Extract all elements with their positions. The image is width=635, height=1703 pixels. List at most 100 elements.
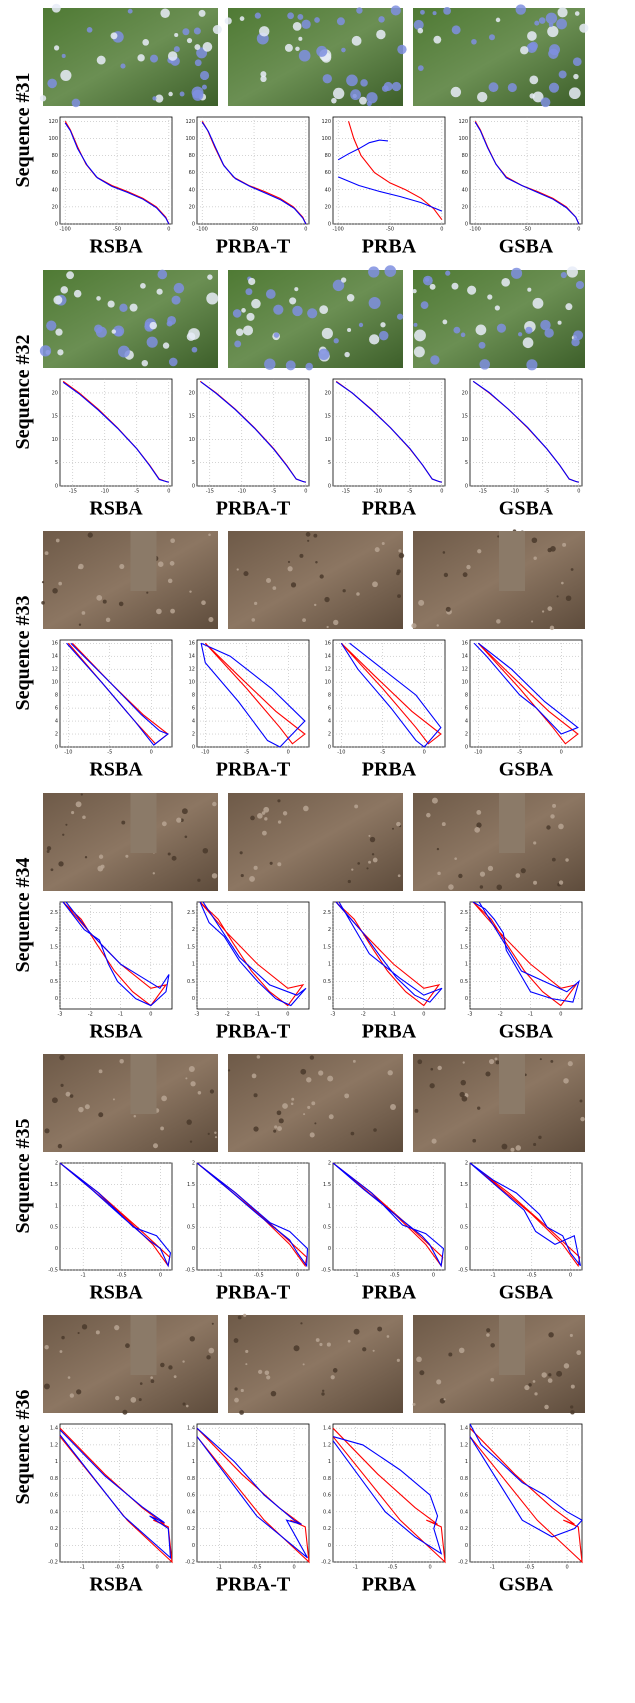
photo-detail — [179, 91, 185, 97]
photo-detail — [411, 623, 417, 629]
photo-detail — [212, 25, 222, 35]
y-tick-label: 120 — [458, 119, 468, 125]
x-tick-label: 0 — [560, 750, 563, 756]
y-tick-label: 20 — [462, 204, 468, 210]
photo-detail — [193, 27, 201, 35]
y-tick-label: 16 — [462, 641, 468, 647]
y-tick-label: 2 — [465, 927, 468, 933]
photo — [228, 8, 403, 106]
y-tick-label: 14 — [462, 654, 468, 660]
method-label: GSBA — [499, 1282, 554, 1304]
photo-detail — [209, 1089, 215, 1094]
photo-detail — [59, 1350, 63, 1353]
photo — [228, 531, 403, 629]
photo-detail — [39, 345, 52, 357]
photo-detail — [443, 572, 449, 578]
photo-detail — [150, 1376, 153, 1379]
photo-detail — [86, 26, 93, 33]
photo-detail — [57, 349, 64, 356]
photo-detail — [531, 537, 538, 544]
photo-detail — [292, 305, 303, 317]
y-tick-label: 0.2 — [187, 1526, 195, 1532]
photo-detail — [127, 8, 133, 14]
photo-detail — [460, 332, 466, 338]
photo-detail — [556, 1370, 563, 1377]
x-tick-label: -0.5 — [525, 1565, 535, 1571]
photo-detail — [321, 1389, 325, 1393]
y-tick-label: 2 — [465, 732, 468, 738]
photo-detail — [453, 326, 461, 334]
photo-detail — [479, 359, 491, 370]
photo-detail — [110, 32, 118, 40]
photo-detail — [460, 1079, 466, 1086]
photo-detail — [234, 1397, 239, 1403]
y-tick-label: 5 — [328, 460, 331, 466]
photo-detail — [448, 1352, 453, 1357]
photo-detail — [332, 1368, 338, 1373]
y-tick-label: 0.4 — [460, 1509, 468, 1515]
photo-detail — [436, 1379, 442, 1385]
photo-detail — [157, 269, 168, 280]
photo-detail — [171, 855, 177, 861]
y-tick-label: 10 — [325, 437, 331, 443]
x-tick-label: -0.5 — [254, 1273, 264, 1279]
photo-detail — [347, 879, 351, 884]
x-tick-label: -3 — [58, 1012, 63, 1018]
y-tick-label: 15 — [462, 414, 468, 420]
photo-detail — [278, 1118, 284, 1124]
method-label: PRBA-T — [216, 498, 291, 520]
photo-detail — [156, 608, 162, 615]
photo-detail — [397, 44, 407, 55]
photo-detail — [198, 9, 206, 17]
y-tick-label: 10 — [189, 680, 195, 686]
photo-detail — [351, 868, 354, 871]
photo-detail — [182, 28, 190, 36]
photo-detail — [420, 9, 425, 15]
photo-detail — [433, 35, 442, 44]
photo-detail — [303, 805, 309, 812]
photo-detail — [41, 600, 45, 605]
photo-detail — [541, 1372, 547, 1378]
photo-detail — [234, 1387, 238, 1391]
y-tick-label: -0.5 — [185, 1268, 195, 1274]
method-label: PRBA — [362, 759, 417, 781]
photo-detail — [185, 1077, 188, 1080]
trajectory — [64, 122, 170, 225]
x-tick-label: 0 — [440, 227, 443, 233]
photo-detail — [224, 17, 232, 25]
photo-detail — [313, 533, 318, 538]
trajectory — [332, 1436, 443, 1555]
photo-detail — [201, 600, 206, 606]
photo-detail — [547, 25, 559, 38]
photo-detail — [429, 1083, 435, 1089]
x-tick-label: 0 — [559, 1012, 562, 1018]
photo-detail — [490, 1343, 495, 1348]
y-tick-label: 1 — [328, 962, 331, 968]
photo-detail — [384, 265, 397, 277]
photo-detail — [111, 329, 117, 334]
photo-detail — [276, 1110, 282, 1116]
photo-detail — [243, 571, 249, 577]
y-tick-label: 0 — [465, 996, 468, 1002]
y-tick-label: 0 — [192, 745, 195, 751]
trajectory — [340, 642, 442, 748]
photo-detail — [315, 561, 318, 564]
photo-detail — [295, 46, 300, 52]
photo-detail — [398, 552, 405, 559]
photo-detail — [369, 334, 380, 345]
photo-detail — [107, 300, 115, 308]
photo-detail — [501, 1143, 508, 1150]
photo-detail — [486, 1328, 491, 1333]
photo-detail — [52, 588, 58, 594]
photo — [228, 270, 403, 368]
photo-detail — [191, 86, 204, 99]
y-tick-label: 5 — [55, 460, 58, 466]
photo-detail — [301, 19, 311, 29]
plot-frame — [332, 116, 446, 225]
photo-detail — [71, 811, 75, 815]
photo-detail — [65, 1091, 71, 1097]
x-tick-label: -0.5 — [117, 1273, 127, 1279]
photo-detail — [168, 91, 173, 97]
photo-detail — [57, 1143, 63, 1149]
y-tick-label: 0 — [55, 222, 58, 228]
